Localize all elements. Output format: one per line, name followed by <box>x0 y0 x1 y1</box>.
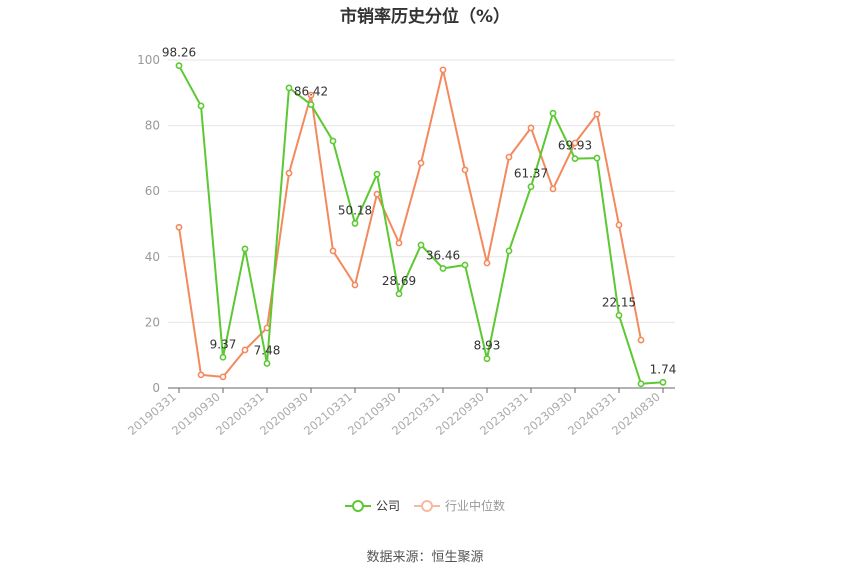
y-tick-label: 20 <box>145 315 160 329</box>
company-series[interactable] <box>175 62 667 388</box>
data-label: 86.42 <box>294 85 328 99</box>
data-label: 28.69 <box>382 274 416 288</box>
data-point[interactable] <box>241 346 249 354</box>
data-point[interactable] <box>439 265 447 272</box>
legend-label-industry: 行业中位数 <box>445 499 506 513</box>
y-tick-label: 40 <box>145 250 160 264</box>
data-label: 22.15 <box>602 295 636 309</box>
data-point[interactable] <box>483 259 491 267</box>
data-point[interactable] <box>659 378 667 386</box>
data-point[interactable] <box>527 124 535 132</box>
data-point[interactable] <box>461 261 469 269</box>
data-point[interactable] <box>615 311 623 319</box>
data-label: 9.37 <box>210 337 237 351</box>
data-point[interactable] <box>219 353 227 361</box>
x-tick-label: 20240830 <box>609 390 663 438</box>
line-marker-icon <box>414 499 440 512</box>
data-point[interactable] <box>241 245 249 253</box>
grid-lines <box>168 59 675 323</box>
data-point[interactable] <box>395 290 403 298</box>
legend: 公司 行业中位数 <box>0 497 850 514</box>
data-point[interactable] <box>351 281 359 289</box>
data-point[interactable] <box>307 91 315 99</box>
data-label: 36.46 <box>426 248 460 262</box>
y-tick-label: 80 <box>145 119 160 133</box>
data-point[interactable] <box>329 247 337 255</box>
legend-item-company[interactable]: 公司 <box>344 497 400 514</box>
data-point[interactable] <box>373 190 381 198</box>
data-point[interactable] <box>615 221 623 229</box>
data-point[interactable] <box>483 355 491 363</box>
data-point[interactable] <box>197 371 205 379</box>
data-point[interactable] <box>549 185 557 193</box>
y-tick-label: 60 <box>145 184 160 198</box>
data-point[interactable] <box>197 102 205 110</box>
line-marker-icon <box>344 499 371 512</box>
data-label: 61.37 <box>514 167 548 181</box>
data-source-note: 数据来源：恒生聚源 <box>366 550 484 565</box>
data-point[interactable] <box>395 239 403 247</box>
legend-item-industry[interactable]: 行业中位数 <box>414 497 505 514</box>
data-point[interactable] <box>175 62 183 70</box>
data-point[interactable] <box>505 247 513 255</box>
data-label: 50.18 <box>338 203 372 217</box>
data-labels: 98.26 9.37 7.48 86.42 50.18 28.69 36.46 8.93 61.… <box>162 46 677 377</box>
data-point[interactable] <box>439 66 447 74</box>
industry-series[interactable] <box>175 66 645 381</box>
data-label: 1.74 <box>650 362 677 376</box>
data-point[interactable] <box>593 110 601 118</box>
data-point[interactable] <box>637 380 645 388</box>
y-tick-label: 100 <box>137 53 160 67</box>
data-label: 69.93 <box>558 139 592 153</box>
data-point[interactable] <box>307 101 315 108</box>
data-point[interactable] <box>637 336 645 344</box>
data-point[interactable] <box>285 84 293 92</box>
data-point[interactable] <box>549 109 557 117</box>
data-point[interactable] <box>527 183 535 191</box>
data-label: 98.26 <box>162 46 196 60</box>
y-tick-label: 0 <box>152 381 160 395</box>
data-point[interactable] <box>263 360 271 367</box>
data-point[interactable] <box>593 154 601 162</box>
data-label: 8.93 <box>474 339 501 353</box>
data-label: 7.48 <box>254 343 281 357</box>
data-point[interactable] <box>351 220 359 227</box>
legend-label-company: 公司 <box>375 499 400 513</box>
data-point[interactable] <box>219 373 227 381</box>
data-point[interactable] <box>505 153 513 161</box>
data-point[interactable] <box>571 155 579 163</box>
data-point[interactable] <box>329 137 337 145</box>
data-point[interactable] <box>417 159 425 167</box>
series-line <box>178 65 664 385</box>
data-point[interactable] <box>417 241 425 249</box>
data-point[interactable] <box>175 223 183 231</box>
data-point[interactable] <box>373 170 381 178</box>
data-point[interactable] <box>461 166 469 174</box>
chart-title: 市销率历史分位（%） <box>339 7 511 27</box>
series-line <box>178 68 642 378</box>
data-point[interactable] <box>571 139 579 147</box>
line-chart: 0204060801002019033120190930202003312020… <box>125 46 677 438</box>
data-point[interactable] <box>285 169 293 177</box>
